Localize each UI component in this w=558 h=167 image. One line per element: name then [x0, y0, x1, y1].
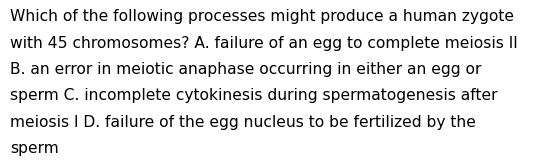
- Text: Which of the following processes might produce a human zygote: Which of the following processes might p…: [10, 9, 514, 24]
- Text: with 45 chromosomes? A. failure of an egg to complete meiosis II: with 45 chromosomes? A. failure of an eg…: [10, 36, 518, 51]
- Text: sperm: sperm: [10, 141, 59, 156]
- Text: meiosis I D. failure of the egg nucleus to be fertilized by the: meiosis I D. failure of the egg nucleus …: [10, 115, 476, 130]
- Text: sperm C. incomplete cytokinesis during spermatogenesis after: sperm C. incomplete cytokinesis during s…: [10, 88, 498, 103]
- Text: B. an error in meiotic anaphase occurring in either an egg or: B. an error in meiotic anaphase occurrin…: [10, 62, 482, 77]
